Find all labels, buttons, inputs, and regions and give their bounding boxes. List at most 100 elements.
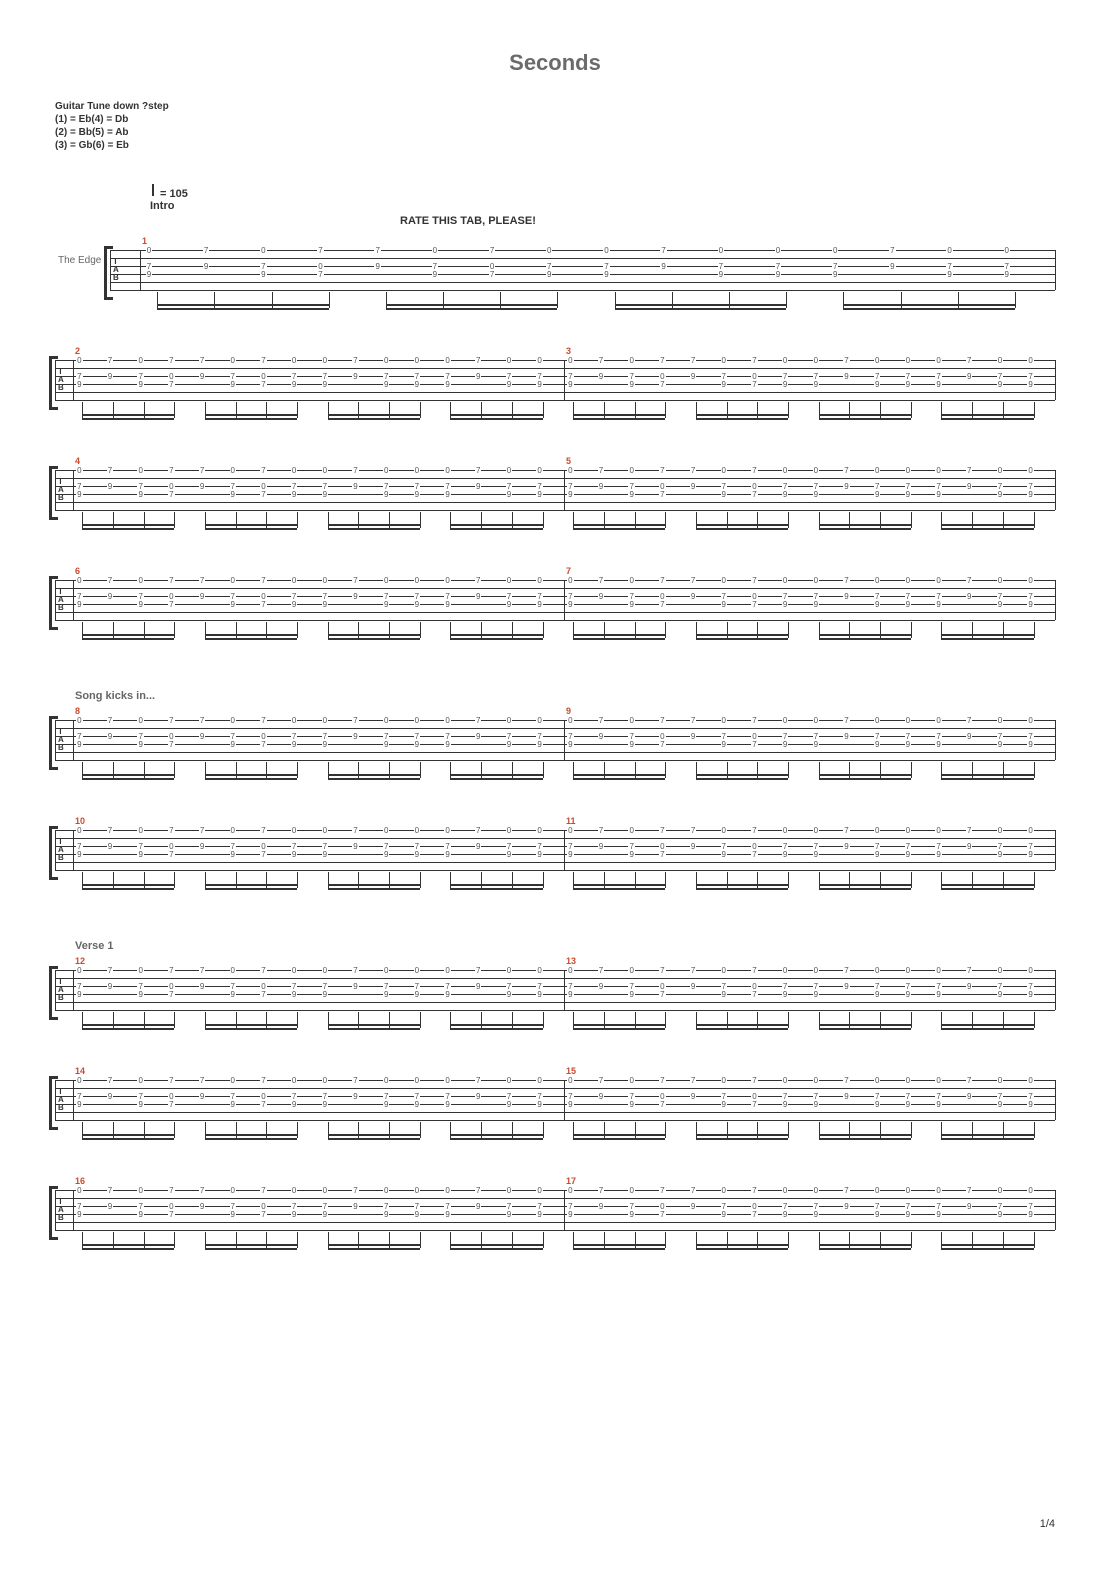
- beam: [328, 1244, 420, 1246]
- fret-number: 9: [536, 1211, 542, 1219]
- fret-number: 7: [489, 247, 495, 255]
- stem: [512, 762, 513, 778]
- beam: [696, 884, 788, 886]
- stem: [786, 292, 787, 308]
- staff-line: [110, 282, 1055, 283]
- beam: [450, 1244, 542, 1246]
- fret-number: 0: [813, 467, 819, 475]
- fret-number: 9: [782, 601, 788, 609]
- beam: [819, 638, 911, 640]
- fret-number: 0: [76, 577, 82, 585]
- beam: [328, 418, 420, 420]
- fret-number: 0: [383, 357, 389, 365]
- fret-number: 7: [659, 577, 665, 585]
- fret-number: 7: [751, 1101, 757, 1109]
- barline: [1055, 970, 1056, 1010]
- beam: [819, 414, 911, 416]
- stem: [635, 1122, 636, 1138]
- fret-number: 9: [444, 491, 450, 499]
- beam: [82, 1024, 174, 1026]
- stem: [297, 1232, 298, 1248]
- fret-number: 7: [260, 1187, 266, 1195]
- fret-number: 9: [414, 851, 420, 859]
- fret-number: 9: [690, 733, 696, 741]
- fret-number: 9: [76, 851, 82, 859]
- fret-number: 9: [203, 263, 209, 271]
- stem: [358, 1232, 359, 1248]
- staff-line: [55, 620, 1055, 621]
- stem: [236, 872, 237, 888]
- fret-number: 9: [966, 1093, 972, 1101]
- fret-number: 9: [383, 1101, 389, 1109]
- tab-clef: TAB: [58, 978, 64, 1002]
- beam: [450, 1134, 542, 1136]
- beam: [696, 1248, 788, 1250]
- fret-number: 9: [383, 381, 389, 389]
- fret-number: 9: [383, 741, 389, 749]
- fret-number: 0: [76, 827, 82, 835]
- barline: [55, 360, 56, 400]
- fret-number: 0: [628, 577, 634, 585]
- fret-number: 0: [414, 357, 420, 365]
- fret-number: 0: [782, 577, 788, 585]
- fret-number: 7: [659, 827, 665, 835]
- barline: [73, 580, 74, 620]
- fret-number: 0: [813, 827, 819, 835]
- fret-number: 0: [905, 467, 911, 475]
- song-title: Seconds: [0, 0, 1110, 96]
- fret-number: 0: [506, 967, 512, 975]
- fret-number: 7: [475, 1187, 481, 1195]
- barline: [73, 720, 74, 760]
- stem: [696, 762, 697, 778]
- fret-number: 7: [199, 577, 205, 585]
- fret-number: 0: [291, 717, 297, 725]
- fret-number: 9: [230, 991, 236, 999]
- fret-number: 0: [874, 577, 880, 585]
- stem: [727, 1012, 728, 1028]
- fret-number: 9: [383, 601, 389, 609]
- fret-number: 9: [475, 1093, 481, 1101]
- barline: [73, 1080, 74, 1120]
- stem: [672, 292, 673, 308]
- stem: [1015, 292, 1016, 308]
- fret-number: 0: [935, 717, 941, 725]
- fret-number: 9: [598, 593, 604, 601]
- fret-number: 0: [230, 577, 236, 585]
- stem: [450, 1122, 451, 1138]
- fret-number: 9: [813, 851, 819, 859]
- stem: [389, 512, 390, 528]
- fret-number: 0: [444, 577, 450, 585]
- stem: [297, 872, 298, 888]
- stem: [941, 762, 942, 778]
- beam: [157, 308, 329, 310]
- fret-number: 0: [905, 1077, 911, 1085]
- beam: [696, 524, 788, 526]
- fret-number: 7: [168, 967, 174, 975]
- beam: [450, 524, 542, 526]
- fret-number: 7: [598, 467, 604, 475]
- fret-number: 9: [536, 491, 542, 499]
- section-label: Song kicks in...: [75, 690, 155, 702]
- fret-number: 0: [230, 357, 236, 365]
- stem: [389, 1232, 390, 1248]
- fret-number: 9: [291, 741, 297, 749]
- stem: [1034, 512, 1035, 528]
- stem: [1003, 512, 1004, 528]
- stem: [1034, 622, 1035, 638]
- bar-number: 11: [566, 816, 576, 826]
- stem: [481, 622, 482, 638]
- fret-number: 7: [751, 357, 757, 365]
- stem: [615, 292, 616, 308]
- fret-number: 9: [107, 373, 113, 381]
- fret-number: 9: [506, 851, 512, 859]
- stem: [543, 1232, 544, 1248]
- fret-number: 7: [659, 601, 665, 609]
- fret-number: 0: [935, 467, 941, 475]
- stem: [635, 872, 636, 888]
- fret-number: 9: [775, 271, 781, 279]
- stem: [665, 872, 666, 888]
- beam: [941, 528, 1033, 530]
- fret-number: 9: [935, 381, 941, 389]
- barline: [55, 720, 56, 760]
- beam: [615, 304, 787, 306]
